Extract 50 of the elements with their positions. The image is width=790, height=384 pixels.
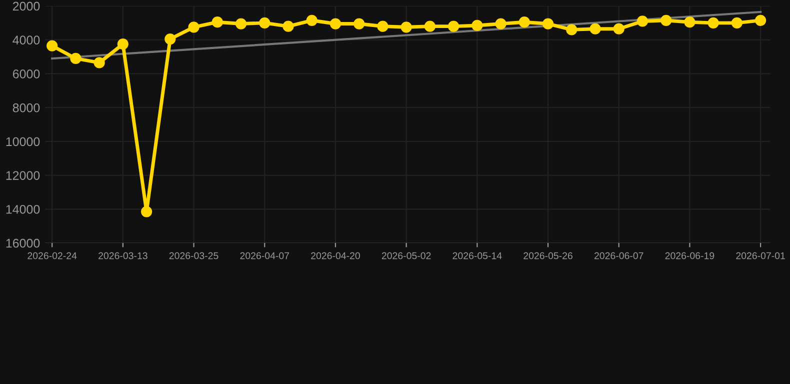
point bbox=[472, 20, 483, 32]
point bbox=[117, 38, 128, 50]
y-tick-label: 8000 bbox=[12, 103, 40, 112]
point bbox=[731, 17, 742, 28]
point bbox=[590, 23, 601, 34]
point bbox=[613, 23, 624, 34]
y-tick-label: 2000 bbox=[12, 2, 40, 11]
point bbox=[188, 22, 200, 33]
point bbox=[566, 24, 578, 36]
y-tick-label: 4000 bbox=[12, 36, 40, 45]
point bbox=[636, 16, 648, 27]
point bbox=[755, 14, 766, 26]
point bbox=[282, 20, 294, 32]
point bbox=[400, 22, 412, 33]
x-tick-label: 2026-04-20 bbox=[311, 252, 360, 260]
point bbox=[354, 18, 365, 30]
x-tick-label: 2026-03-25 bbox=[169, 252, 218, 260]
point bbox=[164, 33, 176, 45]
x-tick-label: 2026-05-02 bbox=[382, 252, 431, 260]
point bbox=[94, 57, 105, 68]
x-tick-label: 2026-05-26 bbox=[524, 252, 572, 260]
point bbox=[448, 20, 460, 32]
point bbox=[708, 17, 719, 28]
x-tick-label: 2026-07-01 bbox=[736, 252, 785, 260]
point bbox=[684, 16, 696, 28]
point bbox=[212, 16, 223, 28]
point bbox=[424, 20, 436, 32]
x-tick-label: 2026-03-13 bbox=[98, 252, 148, 260]
x-tick-label: 2026-06-07 bbox=[594, 252, 644, 260]
y-tick-label: 10000 bbox=[6, 137, 40, 146]
y-tick-label: 12000 bbox=[6, 171, 40, 180]
point bbox=[70, 52, 82, 64]
point bbox=[518, 16, 530, 28]
y-tick-label: 14000 bbox=[6, 204, 40, 214]
x-tick-label: 2026-06-19 bbox=[665, 252, 714, 260]
point bbox=[495, 18, 506, 30]
point bbox=[542, 18, 554, 30]
point bbox=[46, 40, 58, 52]
y-tick-label: 16000 bbox=[6, 238, 40, 248]
point bbox=[259, 17, 270, 28]
x-tick-label: 2026-04-07 bbox=[240, 252, 290, 260]
x-tick-label: 2026-05-14 bbox=[452, 252, 502, 260]
x-tick-label: 2026-02-24 bbox=[28, 252, 77, 260]
y-tick-label: 6000 bbox=[12, 70, 40, 78]
point bbox=[330, 18, 342, 30]
point bbox=[235, 18, 247, 30]
point bbox=[377, 20, 388, 32]
point bbox=[306, 14, 318, 26]
point bbox=[660, 14, 672, 26]
point bbox=[140, 206, 152, 218]
